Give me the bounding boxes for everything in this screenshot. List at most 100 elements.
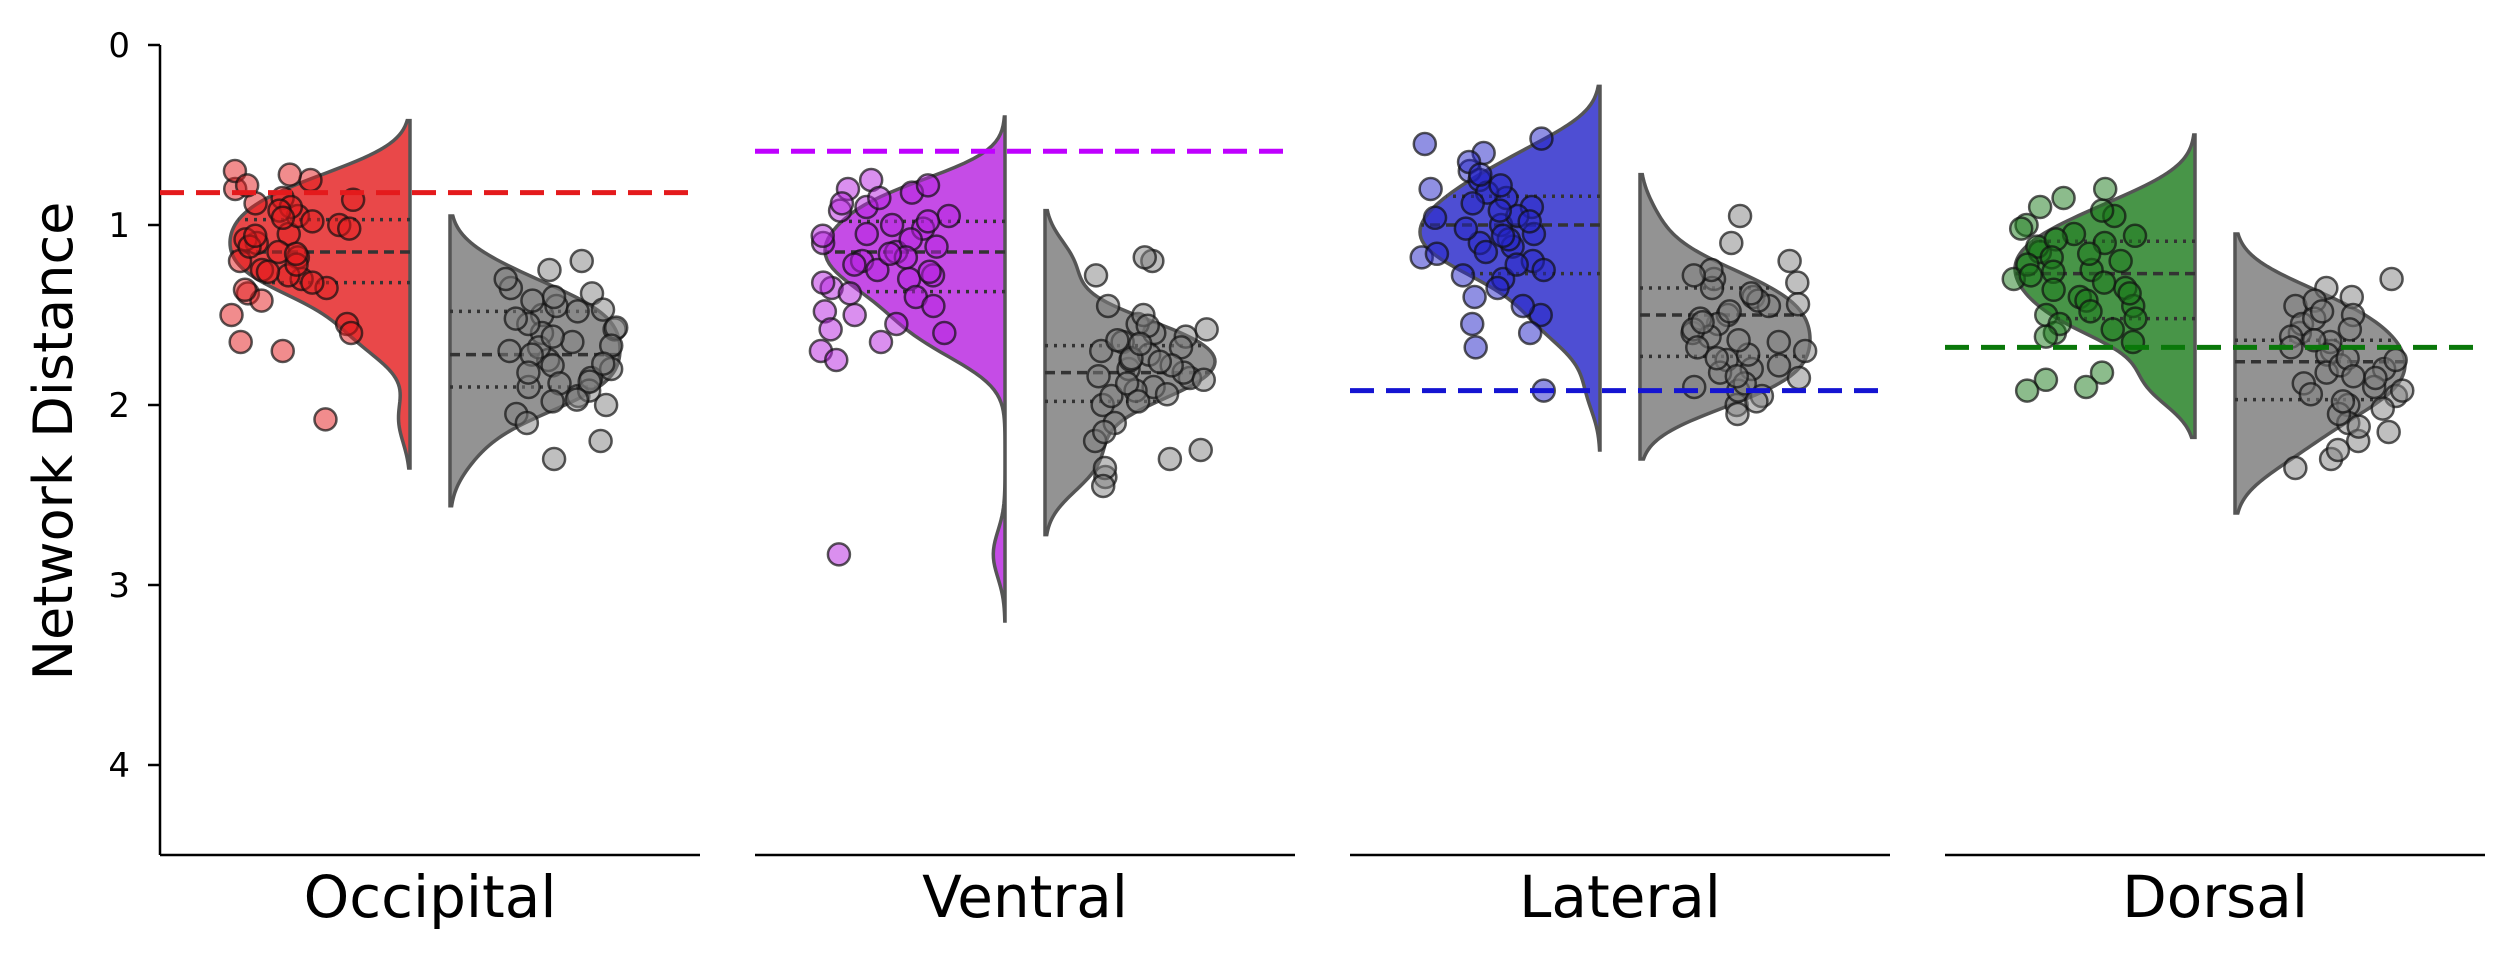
gray-point: [1681, 374, 1707, 400]
colored-point: [1468, 162, 1493, 187]
colored-point: [2108, 248, 2133, 274]
colored-point: [810, 270, 836, 295]
gray-point: [2363, 365, 2388, 391]
gray-point: [1125, 389, 1151, 414]
gray-point: [2383, 347, 2408, 373]
gray-point: [1157, 446, 1183, 472]
gray-point: [1086, 363, 1111, 389]
colored-point: [1422, 205, 1448, 231]
colored-point: [2018, 263, 2043, 288]
colored-point: [2033, 324, 2059, 349]
colored-point: [865, 257, 890, 283]
category-label: Lateral: [1519, 863, 1721, 931]
colored-point: [842, 302, 867, 328]
panels: Occipital Ventral Lateral Dorsal: [160, 84, 2485, 931]
gray-point: [2283, 455, 2308, 481]
colored-point: [300, 209, 325, 234]
category-label: Ventral: [922, 863, 1128, 931]
gray-point: [1719, 230, 1744, 256]
y-tick-label: 3: [108, 566, 130, 606]
colored-point: [2076, 241, 2102, 267]
colored-point: [338, 320, 364, 346]
colored-point: [1473, 239, 1499, 265]
colored-point: [1424, 241, 1450, 267]
colored-point: [336, 216, 362, 241]
colored-point: [1531, 257, 1556, 283]
colored-point: [2008, 216, 2034, 241]
colored-point: [2027, 194, 2053, 220]
gray-point: [1726, 327, 1751, 353]
colored-point: [1412, 131, 1438, 157]
y-axis-label: Network Distance: [22, 202, 85, 681]
gray-point: [2341, 363, 2366, 389]
colored-point: [1487, 198, 1513, 223]
colored-point: [2092, 176, 2118, 202]
colored-point: [917, 259, 942, 285]
gray-point: [1114, 371, 1140, 396]
gray-point: [540, 389, 565, 414]
gray-point: [1092, 419, 1117, 445]
gray-point: [1727, 203, 1753, 229]
y-tick-label: 2: [108, 386, 130, 426]
gray-point: [2337, 317, 2363, 342]
gray-point: [1154, 381, 1180, 407]
y-tick-label: 0: [108, 26, 130, 66]
gray-point: [1704, 345, 1730, 371]
gray-point: [1724, 363, 1750, 389]
gray-point: [1191, 367, 1216, 393]
colored-point: [842, 252, 867, 277]
gray-point: [1681, 263, 1707, 288]
gray-point: [1147, 349, 1173, 375]
gray-point: [2298, 381, 2324, 407]
gray-point: [2325, 437, 2351, 463]
gray-point: [1766, 329, 1792, 355]
gray-point: [2379, 266, 2404, 292]
gray-point: [503, 306, 529, 331]
colored-point: [2089, 360, 2115, 385]
gray-point: [537, 257, 562, 283]
colored-point: [854, 221, 880, 247]
gray-point: [2309, 299, 2335, 324]
gray-point: [520, 288, 545, 313]
colored-point: [270, 205, 296, 231]
gray-point: [540, 324, 565, 349]
colored-point: [2091, 270, 2117, 295]
colored-point: [868, 329, 894, 355]
colored-point: [1490, 223, 1516, 249]
gray-point: [590, 351, 616, 376]
colored-point: [1453, 216, 1479, 241]
gray-point: [514, 410, 540, 436]
gray-point: [1128, 331, 1153, 357]
colored-point: [915, 209, 941, 234]
gray-point: [541, 284, 567, 310]
colored-point: [837, 281, 863, 306]
colored-point: [2033, 367, 2059, 393]
colored-point: [1488, 173, 1513, 198]
gray-point: [2370, 396, 2395, 421]
gray-point: [1090, 473, 1116, 499]
gray-point: [593, 392, 619, 418]
gray-point: [569, 248, 594, 274]
colored-point: [2073, 374, 2099, 400]
y-axis: 0 1 2 3 4: [108, 26, 162, 855]
gray-point: [1188, 437, 1213, 463]
colored-point: [298, 167, 323, 193]
gray-point: [1194, 317, 1219, 342]
gray-point: [493, 266, 518, 292]
gray-point: [1766, 353, 1792, 378]
colored-point: [277, 162, 303, 187]
colored-point: [219, 302, 244, 328]
colored-point: [1450, 263, 1476, 288]
colored-point: [921, 293, 946, 319]
colored-point: [879, 212, 905, 238]
gray-point: [1083, 263, 1109, 288]
gray-point: [590, 297, 616, 322]
colored-point: [932, 320, 957, 346]
gray-point: [2346, 414, 2371, 439]
colored-point: [1510, 293, 1536, 319]
gray-point: [2330, 389, 2356, 414]
gray-point: [1685, 335, 1710, 360]
colored-point: [2078, 299, 2103, 324]
colored-point: [924, 234, 949, 259]
colored-point: [1459, 311, 1485, 337]
